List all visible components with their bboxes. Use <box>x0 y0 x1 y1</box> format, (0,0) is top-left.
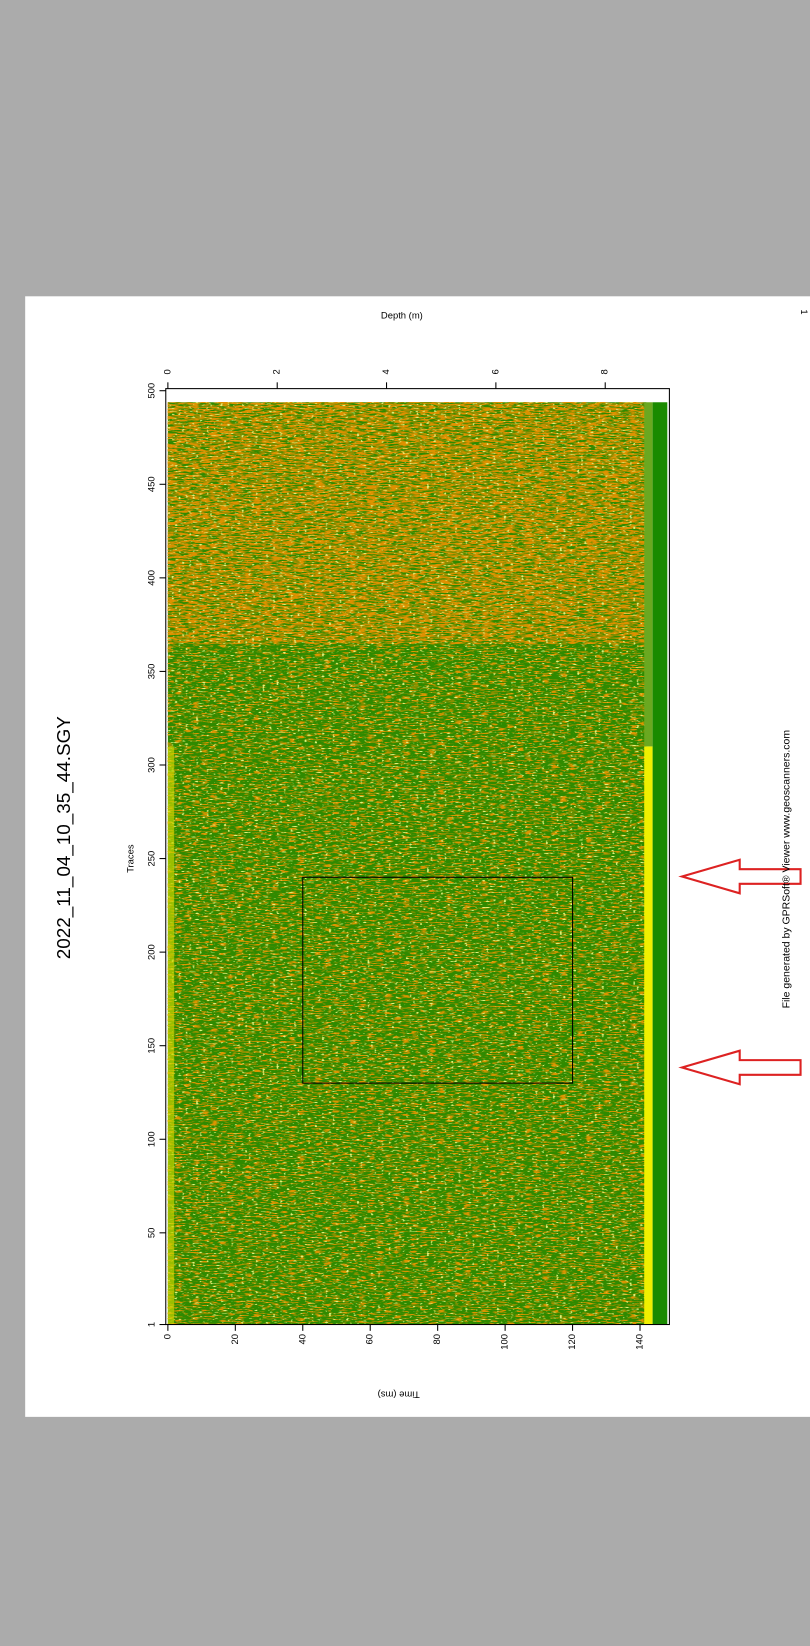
y-tick-label: 140 <box>635 1334 646 1350</box>
x-axis-title: Traces <box>126 844 137 873</box>
y-axis-title: Time (ms) <box>378 1388 420 1399</box>
y-tick-label: 120 <box>567 1334 578 1350</box>
y2-tick-label: 0 <box>162 369 173 374</box>
chart-title: 2022_11_04_10_35_44.SGY <box>54 716 75 960</box>
y-tick-label: 40 <box>297 1334 308 1345</box>
y-tick-label: 60 <box>365 1334 376 1345</box>
y-tick-label: 0 <box>162 1334 173 1339</box>
screen: 1501001502002503003504004505000204060801… <box>0 0 810 1646</box>
texture <box>168 746 174 1324</box>
x-tick-label: 1 <box>147 1322 158 1327</box>
band <box>644 746 652 1324</box>
y2-tick-label: 2 <box>272 369 283 374</box>
x-tick-label: 350 <box>147 664 158 680</box>
band <box>653 402 668 1324</box>
x-tick-label: 400 <box>147 570 158 586</box>
y2-tick-label: 4 <box>381 369 392 374</box>
footer: File generated by GPRSoft® Viewer www.ge… <box>782 730 793 1009</box>
x-tick-label: 100 <box>147 1131 158 1147</box>
y2-tick-label: 6 <box>490 369 501 374</box>
radargram-image <box>168 402 667 1324</box>
x-tick-label: 50 <box>147 1228 158 1239</box>
x-tick-label: 250 <box>147 851 158 867</box>
y2-axis-title: Depth (m) <box>381 311 423 322</box>
y-tick-label: 100 <box>500 1334 511 1350</box>
y-tick-label: 80 <box>432 1334 443 1345</box>
page: {"chart_data": {"type": "radargram", "ti… <box>0 0 810 1646</box>
page-number: 1 <box>798 309 809 314</box>
y2-tick-label: 8 <box>600 369 611 374</box>
texture <box>168 402 646 1324</box>
band <box>644 402 652 746</box>
x-tick-label: 150 <box>147 1038 158 1054</box>
x-tick-label: 200 <box>147 944 158 960</box>
y-tick-label: 20 <box>230 1334 241 1345</box>
x-tick-label: 500 <box>147 383 158 399</box>
x-tick-label: 300 <box>147 757 158 773</box>
x-tick-label: 450 <box>147 476 158 492</box>
